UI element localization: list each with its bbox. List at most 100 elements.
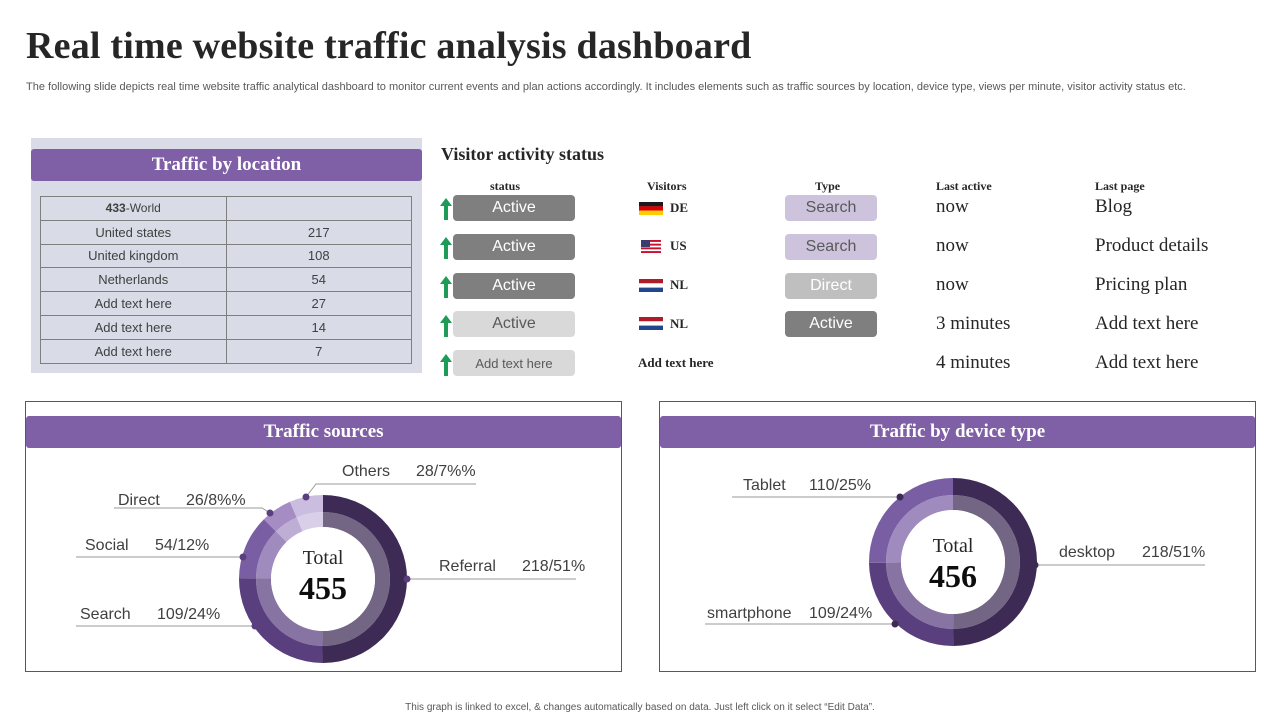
status-badge: Active [453,234,575,260]
leader-dot [891,620,899,628]
page-description: The following slide depicts real time we… [26,81,1186,93]
total-value: 455 [299,570,347,606]
visitor-country: DE [670,200,689,215]
total-value: 456 [929,558,977,594]
location-value: 7 [225,338,412,364]
location-value: 54 [225,267,412,293]
world-total-cell: 433-World [40,196,227,221]
table-row: United states 217 [40,219,412,245]
chart-label-name: Others [342,463,390,480]
usa-flag-icon [641,240,661,253]
column-header-type: Type [815,179,841,193]
up-arrow-icon [440,354,452,376]
netherlands-flag-icon [639,279,663,292]
leader-dot [403,575,411,583]
status-badge: Active [453,195,575,221]
device-type-header: Traffic by device type [660,416,1255,448]
donut-slice-inner-search [256,578,323,646]
donut-slice-inner-others [296,512,323,532]
donut-slice-outer-desktop [953,478,1038,646]
visitor-activity-title: Visitor activity status [441,144,604,164]
chart-label-name: Direct [118,492,160,509]
type-badge: Search [785,234,877,260]
location-value: 217 [225,219,412,245]
donut-slice-inner-referral [322,512,391,646]
chart-label-name: smartphone [707,605,792,622]
table-row: Add text here 7 [40,338,412,364]
total-label: Total [303,547,344,569]
traffic-sources-header: Traffic sources [26,416,621,448]
last-page-text: Add text here [1095,313,1199,334]
world-count: 433 [105,201,126,216]
chart-label-name: desktop [1059,544,1115,561]
type-badge: Search [785,195,877,221]
location-name: United states [40,219,227,245]
table-row: Add text here 14 [40,314,412,340]
donut-slice-outer-smartphone [869,562,954,646]
last-page-text: Product details [1095,235,1209,256]
donut-slice-outer-referral [322,495,408,663]
chart-label-value: 26/8%% [186,492,246,509]
leader-dot [266,509,274,517]
status-badge: Active [453,311,575,337]
donut-center [271,527,375,631]
table-row: Netherlands 54 [40,267,412,293]
world-label: -World [125,201,161,216]
up-arrow-icon [440,237,452,259]
location-value: 27 [225,291,412,316]
total-label: Total [933,535,974,557]
status-badge: Active [453,273,575,299]
donut-slice-inner-social [256,531,287,579]
chart-label-value: 218/51% [1142,544,1205,561]
chart-label-name: Referral [439,558,496,575]
location-name: United kingdom [40,243,227,269]
device-type-panel: Total 456 Tablet 110/25% desktop 218/51%… [659,401,1256,672]
chart-label-value: 54/12% [155,537,209,554]
leader-dot [302,493,310,501]
donut-center [901,510,1005,614]
chart-label-name: Search [80,606,131,623]
chart-label-value: 110/25% [809,477,871,494]
location-name: Add text here [40,338,227,364]
donut-slice-outer-tablet [869,478,953,563]
donut-slice-outer-social [239,519,276,579]
last-active-text: now [936,235,969,256]
leader-dot [251,622,259,630]
location-value: 14 [225,314,412,340]
table-row: Add text here 27 [40,291,412,316]
visitor-country: NL [670,277,689,292]
traffic-by-location-header: Traffic by location [31,149,422,181]
leader-line [305,483,476,498]
donut-slice-inner-direct [275,517,303,543]
status-badge: Add text here [453,350,575,376]
leader-dot [1031,561,1039,569]
chart-label-value: 28/7%% [416,463,476,480]
last-active-text: now [936,196,969,217]
netherlands-flag-icon [639,317,663,330]
donut-slice-inner-tablet [886,495,953,563]
footer-note: This graph is linked to excel, & changes… [405,702,875,713]
chart-label-value: 109/24% [809,605,872,622]
germany-flag-icon [639,202,663,215]
donut-slice-outer-search [238,578,323,663]
location-name: Add text here [40,291,227,316]
type-badge: Active [785,311,877,337]
device-type-chart: Total 456 Tablet 110/25% desktop 218/51%… [705,477,1205,646]
page-title: Real time website traffic analysis dashb… [26,25,752,67]
column-header-visitors: Visitors [647,179,687,193]
last-page-text: Blog [1095,196,1132,217]
chart-label-value: 109/24% [157,606,220,623]
leader-dot [239,553,247,561]
donut-slice-inner-smartphone [886,562,954,629]
location-name: Add text here [40,314,227,340]
last-page-text: Pricing plan [1095,274,1188,295]
column-header-last-page: Last page [1095,179,1145,193]
visitor-country: US [670,238,687,253]
up-arrow-icon [440,315,452,337]
donut-slice-outer-others [289,495,323,518]
leader-dot [896,493,904,501]
up-arrow-icon [440,276,452,298]
column-header-last-active: Last active [936,179,992,193]
traffic-sources-panel: Total 455 Others 28/7%% Direct 26/8%% So… [25,401,622,672]
last-active-text: 3 minutes [936,313,1011,334]
